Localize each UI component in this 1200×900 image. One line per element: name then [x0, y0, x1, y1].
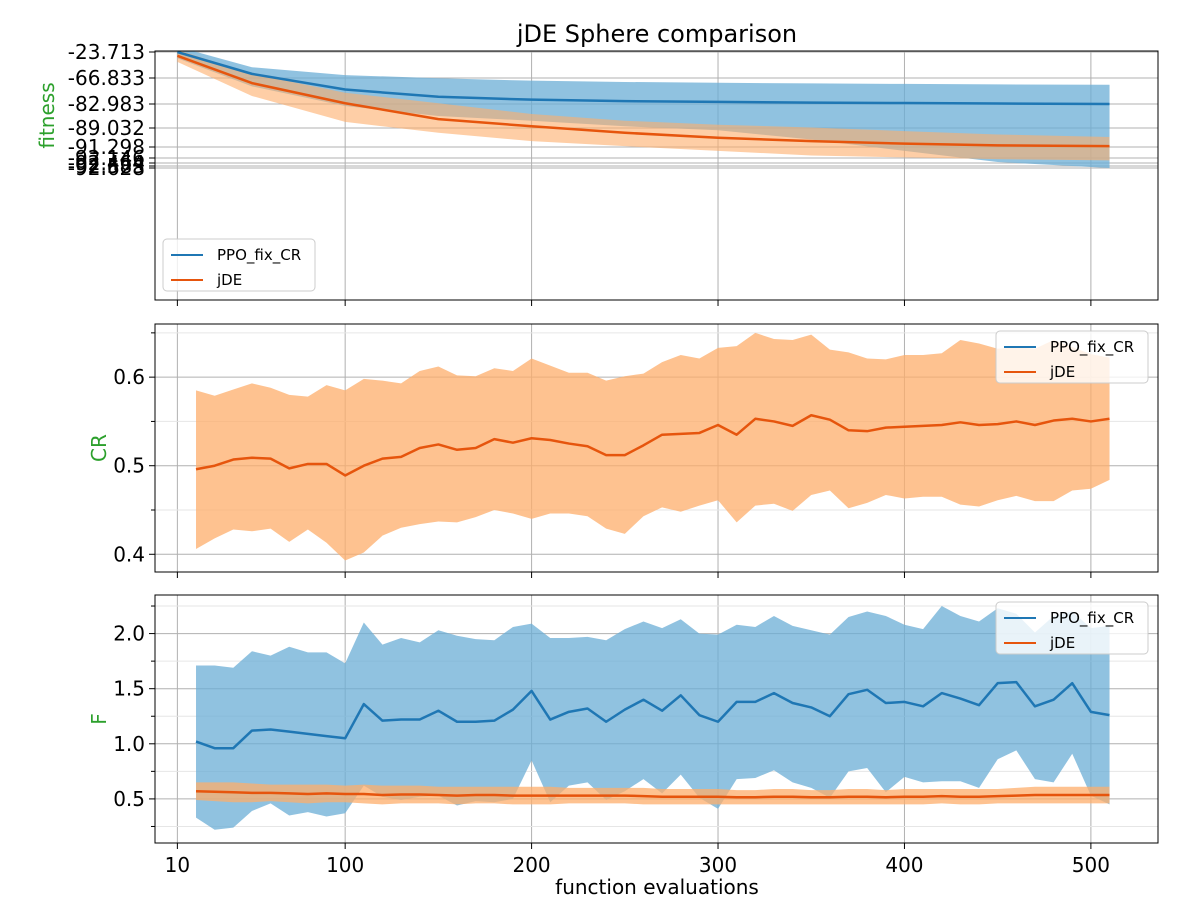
legend: PPO_fix_CR jDE	[995, 330, 1149, 384]
y-axis-label: CR	[87, 434, 111, 462]
legend-box	[995, 330, 1149, 384]
x-tick-label: 200	[512, 853, 550, 877]
y-tick-label: 1.5	[113, 677, 145, 701]
axes-frame	[154, 594, 1159, 844]
legend-label: jDE	[1049, 363, 1075, 381]
y-tick-label: -91.298	[68, 135, 145, 159]
x-tick-label: 300	[699, 853, 737, 877]
chart-title: jDE Sphere comparison	[516, 20, 797, 48]
ppo-mean-line	[195, 680, 1110, 750]
legend-label: jDE	[1049, 634, 1075, 652]
data-layer	[195, 332, 1110, 561]
y-tick-label: 0.4	[113, 542, 145, 566]
y-axis-label: fitness	[35, 82, 59, 148]
data-layer	[176, 51, 1110, 168]
ppo-band	[196, 606, 1110, 830]
y-tick-label: -92.464	[68, 151, 145, 175]
jde-band	[196, 782, 1110, 805]
y-tick-label: -92.583	[68, 154, 145, 178]
legend-box	[995, 601, 1149, 655]
jde-mean-line	[195, 789, 1110, 799]
jde-mean-line	[195, 413, 1110, 477]
legend-label: PPO_fix_CR	[217, 246, 301, 265]
fitness-panel: -23.713-66.833-82.983-89.032-91.298-92.1…	[35, 40, 1159, 306]
ppo-mean-line	[177, 51, 1110, 106]
x-tick-label: 400	[885, 853, 923, 877]
data-layer	[195, 606, 1110, 830]
y-tick-label: -66.833	[68, 66, 145, 90]
y-tick-label: -89.032	[68, 116, 145, 140]
y-tick-label: -82.983	[68, 92, 145, 116]
y-tick-label: 1.0	[113, 732, 145, 756]
y-axis-label: F	[87, 713, 111, 725]
y-tick-label: 0.6	[113, 365, 145, 389]
jde-band	[196, 332, 1110, 561]
legend-box	[162, 238, 316, 292]
f-panel: 10 100 200 300 400 500 0.5 1.0 1.5 2.0 F PPO_fix_CR…	[87, 594, 1159, 877]
y-tick-label: 2.0	[113, 622, 145, 646]
jde-mean-line	[176, 54, 1110, 148]
x-tick-label: 500	[1072, 853, 1110, 877]
y-tick-label: -23.713	[68, 40, 145, 64]
cr-panel: 0.4 0.5 0.6 CR PPO_fix_CR jDE	[87, 323, 1159, 578]
legend-label: PPO_fix_CR	[1050, 338, 1134, 357]
axes-frame	[154, 50, 1159, 301]
axes-frame	[154, 323, 1159, 573]
y-tick-label: -92.146	[68, 146, 145, 170]
y-tick-label: 0.5	[113, 454, 145, 478]
x-tick-label: 100	[326, 853, 364, 877]
y-tick-label: 0.5	[113, 787, 145, 811]
x-tick-label: 10	[165, 853, 190, 877]
legend-label: jDE	[216, 271, 242, 289]
legend-label: PPO_fix_CR	[1050, 609, 1134, 628]
legend: PPO_fix_CR jDE	[995, 601, 1149, 655]
x-axis-label: function evaluations	[555, 875, 759, 899]
legend: PPO_fix_CR jDE	[162, 238, 316, 292]
y-tick-label: -92.628	[68, 156, 145, 180]
jde-band	[177, 51, 1110, 161]
